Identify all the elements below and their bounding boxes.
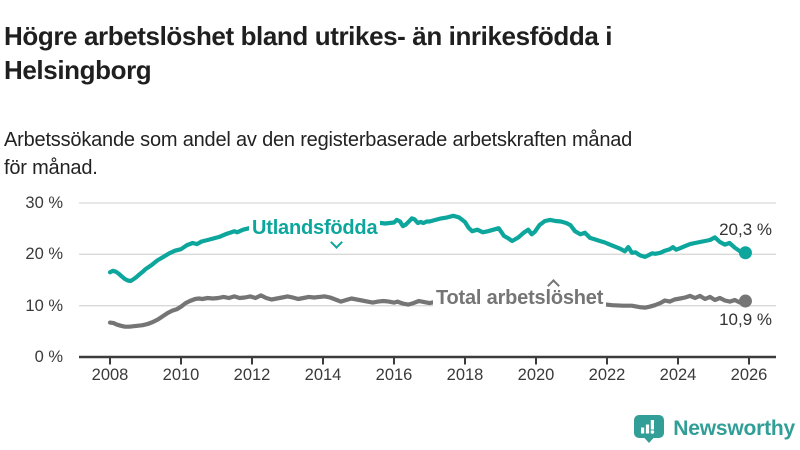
x-tick-label: 2020 (517, 366, 555, 384)
x-tick-label: 2024 (659, 366, 697, 384)
y-tick-label: 0 % (34, 348, 63, 366)
page-title-line1: Högre arbetslöshet bland utrikes- än inr… (4, 21, 613, 52)
x-tick-label: 2026 (730, 366, 768, 384)
y-tick-label: 30 % (25, 194, 63, 212)
logo-exclamation-dot (650, 430, 655, 434)
chart-subtitle-line1: Arbetssökande som andel av den registerb… (4, 129, 633, 151)
end-value-utlandsfodda: 20,3 % (719, 220, 772, 239)
page-title-line2: Helsingborg (4, 55, 152, 86)
y-tick-label: 20 % (25, 245, 63, 264)
end-dot-total (738, 294, 752, 308)
x-tick-label: 2014 (304, 366, 342, 384)
logo-exclamation-bar (651, 420, 655, 430)
x-tick-label: 2022 (588, 366, 626, 384)
logo-bar-1 (641, 427, 645, 434)
y-tick-label: 10 % (25, 296, 63, 315)
x-tick-label: 2012 (233, 366, 271, 384)
newsworthy-logo-text: Newsworthy (673, 417, 795, 440)
x-tick-label: 2010 (162, 366, 200, 384)
newsworthy-logo[interactable]: Newsworthy (634, 415, 795, 443)
series-line-utlandsfodda (107, 213, 748, 284)
newsworthy-logo-icon (634, 415, 665, 443)
series-line-total (107, 293, 748, 329)
series-label-total: Total arbetslöshet (433, 286, 607, 311)
series-label-utlandsfodda: Utlandsfödda (249, 216, 381, 241)
chart-subtitle-line2: för månad. (4, 157, 98, 179)
x-tick-label: 2016 (375, 366, 413, 384)
page-title: Högre arbetslöshet bland utrikes- än inr… (4, 19, 749, 87)
x-tick-label: 2008 (91, 366, 129, 384)
end-dot-utlandsfodda (738, 246, 752, 260)
end-value-total: 10,9 % (719, 310, 772, 329)
chart-subtitle: Arbetssökande som andel av den registerb… (4, 126, 796, 182)
logo-bar-2 (646, 424, 650, 434)
x-tick-label: 2018 (446, 366, 484, 384)
